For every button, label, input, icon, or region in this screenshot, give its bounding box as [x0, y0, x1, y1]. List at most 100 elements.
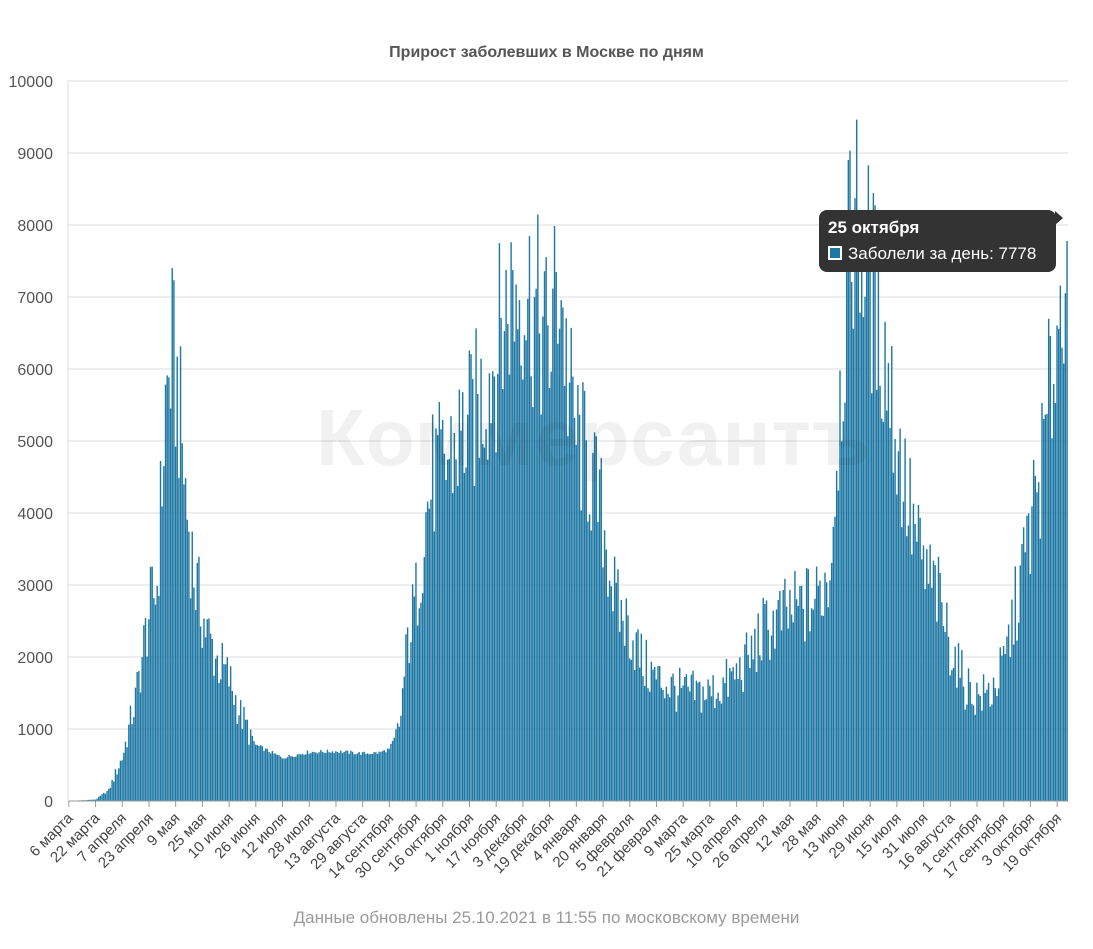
bar[interactable] — [570, 327, 572, 801]
bar[interactable] — [825, 582, 828, 801]
bar[interactable] — [555, 272, 557, 801]
bar[interactable] — [395, 729, 397, 801]
bar[interactable] — [171, 268, 173, 801]
bar[interactable] — [919, 517, 921, 801]
bar[interactable] — [198, 556, 200, 801]
bar[interactable] — [855, 119, 858, 802]
bar[interactable] — [665, 686, 668, 801]
bar[interactable] — [129, 705, 132, 801]
bar[interactable] — [1039, 538, 1042, 801]
bar[interactable] — [116, 774, 118, 801]
bar[interactable] — [1051, 438, 1053, 801]
bar[interactable] — [931, 587, 933, 801]
bar[interactable] — [415, 562, 417, 801]
bar[interactable] — [759, 655, 761, 801]
bar[interactable] — [421, 593, 424, 801]
bar[interactable] — [221, 642, 224, 801]
bar[interactable] — [249, 729, 252, 801]
bar[interactable] — [724, 683, 726, 801]
bar[interactable] — [819, 580, 821, 801]
bar[interactable] — [684, 676, 686, 801]
bar[interactable] — [1062, 363, 1065, 801]
bar[interactable] — [89, 799, 92, 801]
bar[interactable] — [630, 659, 633, 801]
bar[interactable] — [323, 752, 325, 801]
bar[interactable] — [468, 350, 471, 801]
bar[interactable] — [525, 340, 527, 801]
bar[interactable] — [293, 757, 295, 801]
bar[interactable] — [924, 589, 926, 801]
bar[interactable] — [538, 333, 541, 801]
bar[interactable] — [268, 752, 270, 801]
bar[interactable] — [91, 799, 93, 801]
bar[interactable] — [909, 457, 911, 801]
bar[interactable] — [600, 458, 602, 801]
bar[interactable] — [997, 688, 1000, 801]
bar[interactable] — [882, 421, 885, 801]
bar[interactable] — [972, 705, 975, 801]
bar[interactable] — [183, 484, 185, 801]
bar[interactable] — [911, 554, 913, 801]
bar[interactable] — [804, 641, 806, 801]
bar[interactable] — [810, 608, 813, 801]
bar[interactable] — [774, 648, 776, 801]
bar[interactable] — [914, 524, 916, 801]
bar[interactable] — [864, 296, 866, 801]
bar[interactable] — [1044, 414, 1047, 801]
bar[interactable] — [709, 685, 711, 801]
bar[interactable] — [628, 658, 631, 801]
bar[interactable] — [635, 632, 638, 801]
bar[interactable] — [216, 655, 218, 801]
bar[interactable] — [406, 627, 409, 801]
bar[interactable] — [891, 346, 893, 801]
bar[interactable] — [824, 572, 826, 801]
bar[interactable] — [330, 752, 332, 801]
bar[interactable] — [936, 621, 938, 801]
bar[interactable] — [779, 590, 781, 801]
bar[interactable] — [473, 486, 476, 801]
bar[interactable] — [854, 198, 856, 801]
bar[interactable] — [131, 724, 133, 801]
bar[interactable] — [381, 751, 384, 801]
bar[interactable] — [418, 608, 420, 801]
bar[interactable] — [603, 530, 606, 801]
bar[interactable] — [929, 544, 931, 801]
bar[interactable] — [413, 596, 415, 801]
bar[interactable] — [388, 748, 390, 801]
bar[interactable] — [1046, 413, 1048, 801]
bar[interactable] — [986, 689, 988, 801]
bar[interactable] — [458, 389, 461, 801]
bar[interactable] — [186, 519, 188, 801]
bar[interactable] — [735, 663, 738, 801]
bar[interactable] — [593, 432, 596, 801]
bar[interactable] — [276, 754, 279, 801]
bar[interactable] — [912, 503, 915, 801]
bar[interactable] — [513, 341, 516, 801]
bar[interactable] — [642, 676, 644, 801]
bar[interactable] — [263, 750, 265, 801]
bar[interactable] — [246, 719, 249, 801]
bar[interactable] — [453, 432, 456, 801]
bar[interactable] — [396, 723, 399, 801]
bar[interactable] — [840, 441, 843, 801]
bar[interactable] — [358, 752, 360, 801]
bar[interactable] — [340, 750, 342, 801]
bar[interactable] — [889, 427, 891, 801]
bar[interactable] — [984, 692, 986, 801]
bar[interactable] — [899, 428, 901, 801]
bar[interactable] — [590, 530, 592, 801]
bar[interactable] — [306, 750, 309, 801]
bar[interactable] — [944, 631, 946, 801]
bar[interactable] — [523, 335, 526, 801]
bar[interactable] — [482, 444, 484, 801]
bar[interactable] — [800, 585, 803, 801]
bar[interactable] — [149, 566, 152, 801]
bar[interactable] — [256, 745, 259, 801]
bar[interactable] — [548, 388, 551, 801]
bar[interactable] — [325, 752, 327, 801]
bar[interactable] — [627, 615, 629, 801]
bar[interactable] — [522, 379, 524, 801]
bar[interactable] — [869, 245, 871, 801]
bar[interactable] — [775, 609, 778, 801]
bar[interactable] — [615, 582, 617, 801]
